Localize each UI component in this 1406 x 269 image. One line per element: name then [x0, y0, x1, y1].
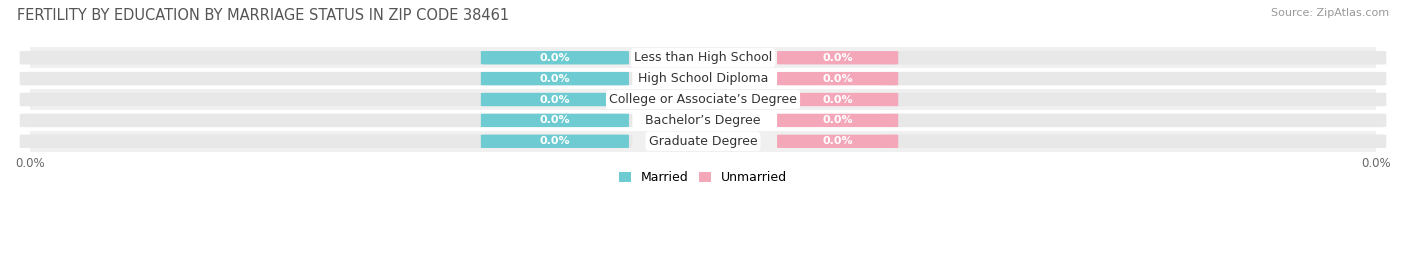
Text: 0.0%: 0.0% [540, 53, 571, 63]
FancyBboxPatch shape [481, 93, 628, 106]
Text: College or Associate’s Degree: College or Associate’s Degree [609, 93, 797, 106]
Text: 0.0%: 0.0% [540, 74, 571, 84]
Text: Graduate Degree: Graduate Degree [648, 135, 758, 148]
FancyBboxPatch shape [20, 51, 633, 65]
Text: 0.0%: 0.0% [823, 136, 853, 146]
Bar [30, 47, 1376, 68]
Text: 0.0%: 0.0% [823, 94, 853, 105]
FancyBboxPatch shape [882, 72, 1386, 85]
Text: Less than High School: Less than High School [634, 51, 772, 64]
FancyBboxPatch shape [778, 93, 898, 106]
FancyBboxPatch shape [20, 72, 633, 85]
Text: 0.0%: 0.0% [540, 115, 571, 125]
FancyBboxPatch shape [20, 114, 633, 127]
Bar [30, 89, 1376, 110]
Text: 0.0%: 0.0% [540, 94, 571, 105]
Bar [30, 68, 1376, 89]
FancyBboxPatch shape [778, 134, 898, 148]
Text: Bachelor’s Degree: Bachelor’s Degree [645, 114, 761, 127]
FancyBboxPatch shape [882, 114, 1386, 127]
FancyBboxPatch shape [778, 72, 898, 85]
Text: Source: ZipAtlas.com: Source: ZipAtlas.com [1271, 8, 1389, 18]
FancyBboxPatch shape [882, 93, 1386, 106]
FancyBboxPatch shape [481, 51, 628, 64]
Text: High School Diploma: High School Diploma [638, 72, 768, 85]
Legend: Married, Unmarried: Married, Unmarried [613, 166, 793, 189]
FancyBboxPatch shape [481, 114, 628, 127]
Text: 0.0%: 0.0% [540, 136, 571, 146]
FancyBboxPatch shape [481, 72, 628, 85]
FancyBboxPatch shape [882, 134, 1386, 148]
Bar [30, 131, 1376, 152]
Bar [30, 110, 1376, 131]
FancyBboxPatch shape [778, 114, 898, 127]
FancyBboxPatch shape [778, 51, 898, 64]
FancyBboxPatch shape [20, 134, 633, 148]
Text: FERTILITY BY EDUCATION BY MARRIAGE STATUS IN ZIP CODE 38461: FERTILITY BY EDUCATION BY MARRIAGE STATU… [17, 8, 509, 23]
FancyBboxPatch shape [481, 134, 628, 148]
FancyBboxPatch shape [20, 93, 633, 106]
Text: 0.0%: 0.0% [823, 74, 853, 84]
FancyBboxPatch shape [882, 51, 1386, 65]
Text: 0.0%: 0.0% [823, 53, 853, 63]
Text: 0.0%: 0.0% [823, 115, 853, 125]
